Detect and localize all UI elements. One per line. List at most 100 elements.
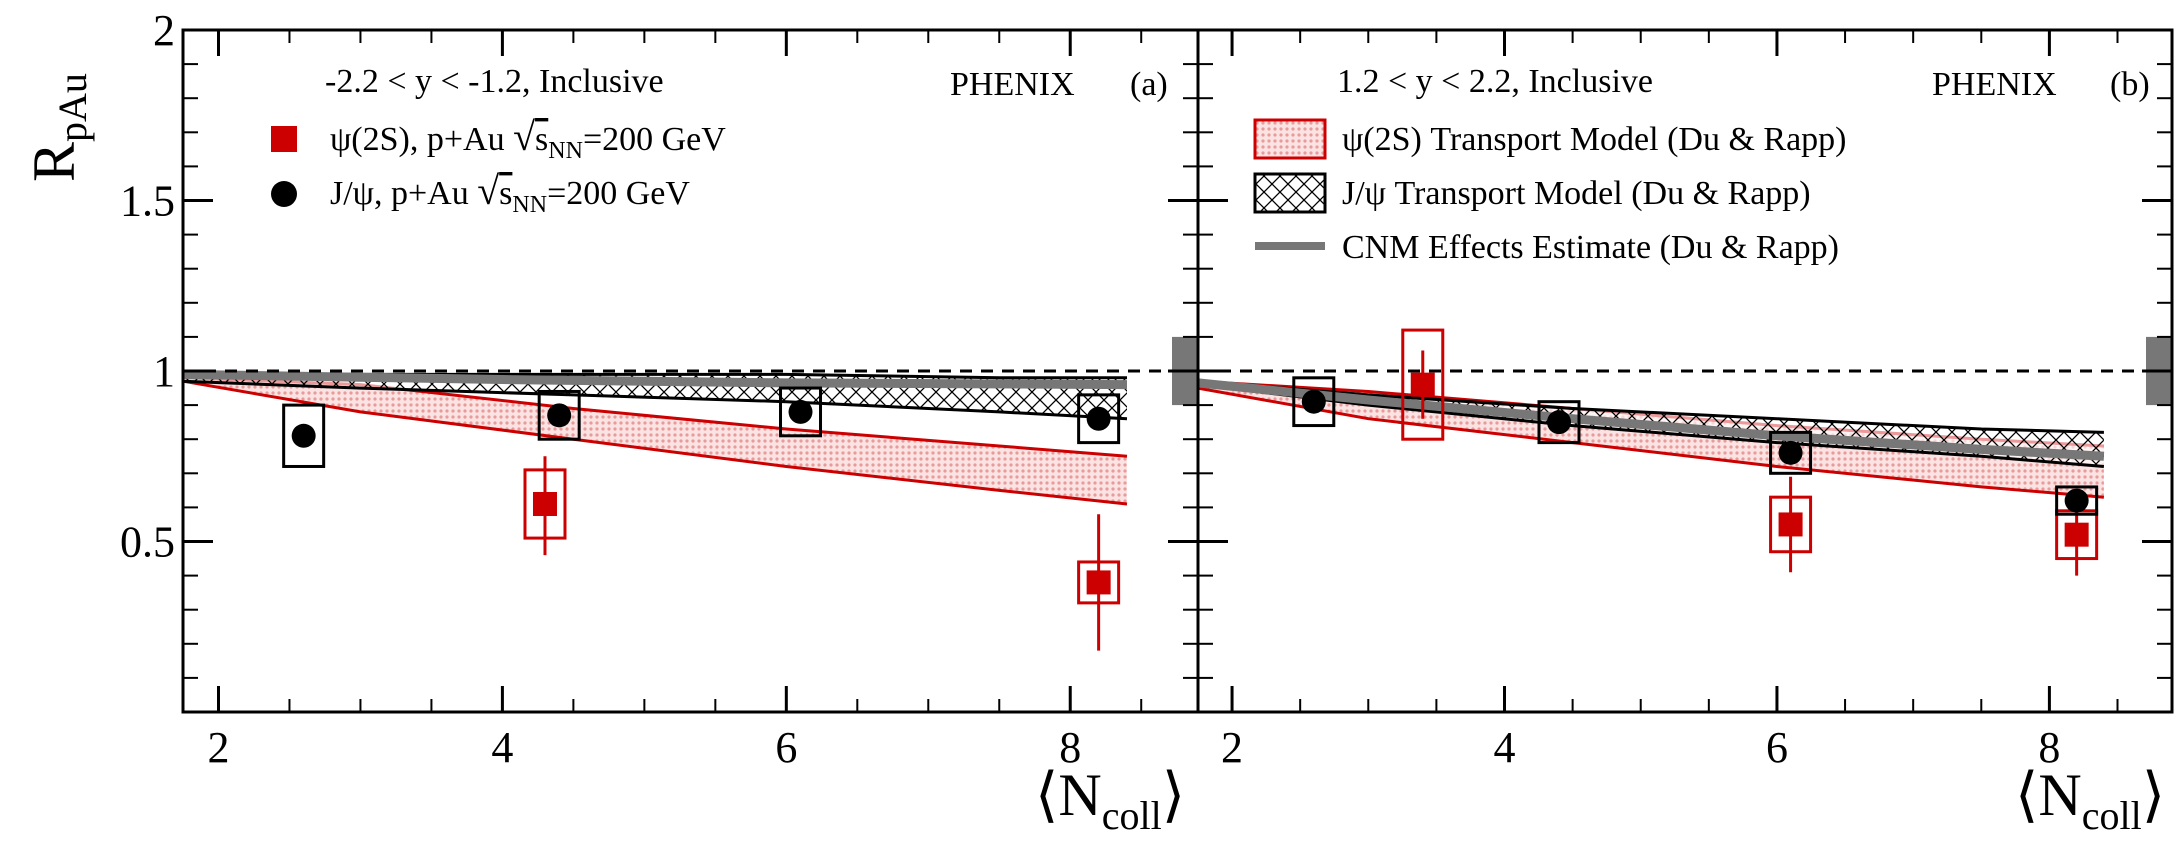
circle-marker [547, 403, 572, 428]
cnm-curve [182, 369, 1128, 390]
circle-marker-icon [271, 181, 297, 207]
jpsi-point [282, 403, 326, 468]
x-axis-title-sub: coll [2082, 793, 2142, 838]
jpsi-point [1292, 376, 1336, 428]
x-tick-label: 8 [2038, 723, 2060, 772]
legend-label: ψ(2S), p+Au [330, 121, 513, 158]
circle-marker [1301, 389, 1326, 414]
psi2s-band-edge-lo [1197, 386, 2105, 499]
legend-label-energy: =200 GeV [547, 175, 690, 212]
systematic-box [779, 386, 823, 438]
x-axis-title-main: N [1058, 762, 1101, 828]
square-marker [1778, 512, 1803, 537]
systematic-box [1537, 400, 1581, 445]
legend: ψ(2S), p+Au √sNN=200 GeV J/ψ, p+Au √sNN=… [271, 114, 726, 218]
y-axis-title-main: R [21, 142, 87, 182]
x-axis-title-sub: coll [1102, 793, 1162, 838]
angle-bracket-right: ⟩ [1162, 762, 1185, 828]
jpsi-band-edge-lo [1197, 383, 2105, 468]
psi2s-point [523, 456, 567, 556]
jpsi-point [1537, 400, 1581, 445]
rapidity-label: -2.2 < y < -1.2, Inclusive [325, 63, 664, 100]
experiment-label: PHENIX [950, 66, 1075, 103]
systematic-box [1077, 393, 1121, 445]
rapidity-label: 1.2 < y < 2.2, Inclusive [1337, 63, 1653, 100]
jpsi-point [2055, 485, 2099, 516]
cnm-line [1197, 378, 2105, 461]
svg-text:⟨Ncoll⟩: ⟨Ncoll⟩ [2015, 762, 2165, 838]
hatched-band-icon [1253, 172, 1327, 214]
legend-item-jpsi-model: J/ψ Transport Model (Du & Rapp) [1253, 172, 1811, 214]
x-tick-label: 4 [1494, 723, 1516, 772]
systematic-box [1401, 328, 1445, 441]
svg-text:J/ψ, p+Au √sNN=200 GeV: J/ψ, p+Au √sNN=200 GeV [330, 168, 690, 218]
panel-tag: (a) [1130, 66, 1168, 103]
legend-item-psi2s-model: ψ(2S) Transport Model (Du & Rapp) [1253, 118, 1847, 160]
circle-marker [2064, 488, 2089, 513]
y-tick-label: 0.5 [120, 518, 175, 567]
square-marker-icon [271, 126, 297, 152]
sqrt-s-label: s [499, 175, 512, 212]
legend-label: J/ψ Transport Model (Du & Rapp) [1342, 175, 1811, 212]
legend: ψ(2S) Transport Model (Du & Rapp) J/ψ Tr… [1253, 118, 1847, 266]
legend-label-energy: =200 GeV [583, 121, 726, 158]
x-tick-label: 2 [207, 723, 229, 772]
sqrt-sign-icon: √ [513, 114, 535, 159]
cnm-line [182, 369, 1128, 390]
svg-text:⟨Ncoll⟩: ⟨Ncoll⟩ [1035, 762, 1185, 838]
x-tick-label: 4 [491, 723, 513, 772]
y-tick-label: 2 [153, 6, 175, 55]
psi2s-point [1401, 328, 1445, 441]
y-axis-title-sub: pAu [50, 73, 95, 142]
x-tick-label: 8 [1059, 723, 1081, 772]
circle-marker [1778, 440, 1803, 465]
jpsi-point [1769, 430, 1813, 475]
panel-b: 2 4 6 8 1.2 < y < 2.2, Inclusive PHENIX (b)… [1196, 28, 2174, 772]
legend-item-cnm: CNM Effects Estimate (Du & Rapp) [1255, 229, 1839, 266]
systematic-box [537, 389, 581, 441]
psi2s-point [1769, 476, 1813, 573]
x-axis-title-b: ⟨Ncoll⟩ [2015, 762, 2165, 838]
circle-marker [788, 399, 813, 424]
jpsi-point [537, 389, 581, 441]
psi2s-point [1077, 514, 1121, 651]
legend-label: CNM Effects Estimate (Du & Rapp) [1342, 229, 1839, 266]
legend-label: ψ(2S) Transport Model (Du & Rapp) [1342, 121, 1847, 158]
legend-label: J/ψ, p+Au [330, 175, 477, 212]
jpsi-band-edge-hi [1197, 379, 2104, 434]
panel-tag: (b) [2110, 66, 2150, 103]
data-points [1292, 328, 2099, 576]
systematic-box [1769, 430, 1813, 475]
x-axis-title-a: ⟨Ncoll⟩ [1035, 762, 1185, 838]
angle-bracket-right: ⟩ [2142, 762, 2165, 828]
x-tick-label: 6 [1766, 723, 1788, 772]
sqrt-s-label: s [535, 121, 548, 158]
x-tick-label: 2 [1221, 723, 1243, 772]
cnm-curve [1197, 378, 2105, 461]
systematic-box [1292, 376, 1336, 428]
angle-bracket-left: ⟨ [1035, 762, 1058, 828]
square-marker [1086, 570, 1111, 595]
sqrt-subscript: NN [512, 192, 547, 218]
axis-ticks: 2 4 6 8 [1198, 28, 2172, 772]
svg-text:ψ(2S), p+Au √sNN=200 GeV: ψ(2S), p+Au √sNN=200 GeV [330, 114, 726, 164]
psi2s-band-edge-lo [182, 379, 1128, 506]
jpsi-band-edge-lo [182, 379, 1128, 421]
panel-a: 2 4 6 80.511.52 -2.2 < y < -1.2, Inclusive … [120, 6, 1200, 772]
y-axis-title: RpAu [21, 73, 95, 182]
legend-item-jpsi: J/ψ, p+Au √sNN=200 GeV [271, 168, 690, 218]
experiment-label: PHENIX [1932, 66, 2057, 103]
jpsi-point [779, 386, 823, 438]
y-tick-label: 1 [153, 347, 175, 396]
svg-text:RpAu: RpAu [21, 73, 95, 182]
systematic-box [2055, 485, 2099, 516]
square-marker [532, 491, 557, 516]
systematic-box [282, 403, 326, 468]
data-points [282, 386, 1121, 651]
y-tick-label: 1.5 [120, 177, 175, 226]
square-marker [2064, 522, 2089, 547]
legend-item-psi2s: ψ(2S), p+Au √sNN=200 GeV [271, 114, 726, 164]
circle-marker [291, 423, 316, 448]
dotted-band-icon [1253, 118, 1327, 160]
